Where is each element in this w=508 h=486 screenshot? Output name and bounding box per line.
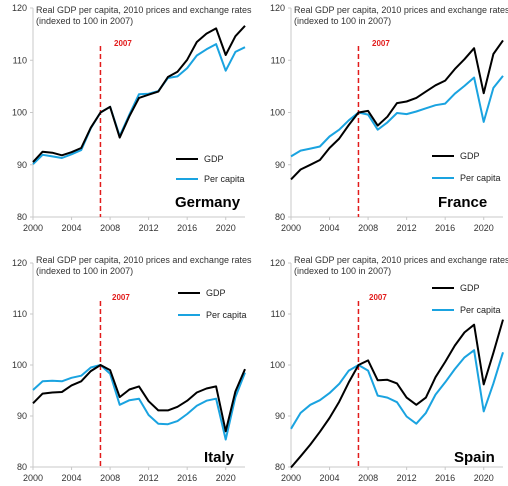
chart-annotation-line-1: Real GDP per capita, 2010 prices and exc… [294, 5, 508, 15]
y-tick-label: 110 [13, 309, 27, 319]
series-line-gdp [32, 364, 246, 433]
x-tick-label: 2000 [23, 223, 43, 233]
country-label: Germany [175, 194, 241, 211]
chart-annotation-line-1: Real GDP per capita, 2010 prices and exc… [294, 255, 508, 265]
chart-panel-spain: 80 90 100 110 120 2000 2004 2008 2012 2016 2020 Re… [254, 243, 508, 486]
legend-label-gdp: GDP [204, 154, 224, 164]
y-tick-label: 80 [17, 462, 27, 472]
legend-label-per-capita: Per capita [206, 310, 247, 320]
x-tick-label: 2016 [177, 473, 197, 483]
series-line-per-capita [290, 75, 504, 158]
y-tick-label: 90 [17, 411, 27, 421]
chart-annotation-line-2: (indexed to 100 in 2007) [294, 16, 392, 26]
x-tick-label: 2008 [358, 223, 378, 233]
chart-panel-germany: 80 90 100 110 120 2000 2004 2008 2012 2016 2020 Re… [0, 0, 254, 243]
series-line-gdp [290, 39, 504, 181]
y-tick-label: 120 [270, 3, 285, 13]
x-tick-label: 2008 [358, 473, 378, 483]
x-tick-label: 2000 [23, 473, 43, 483]
y-tick-label: 110 [271, 309, 285, 319]
y-tick-label: 100 [12, 108, 27, 118]
y-tick-label: 120 [12, 258, 27, 268]
x-tick-label: 2000 [281, 223, 301, 233]
x-tick-label: 2008 [100, 223, 120, 233]
marker-2007-label: 2007 [369, 293, 387, 302]
x-tick-label: 2004 [62, 473, 82, 483]
y-tick-label: 120 [12, 3, 27, 13]
chart-svg-spain: 80 90 100 110 120 2000 2004 2008 2012 2016 2020 [270, 258, 504, 483]
legend-label-gdp: GDP [460, 151, 480, 161]
legend-label-gdp: GDP [460, 283, 480, 293]
y-tick-label: 110 [271, 55, 285, 65]
y-tick-label: 80 [17, 212, 27, 222]
series-line-per-capita [32, 43, 246, 165]
x-tick-label: 2004 [320, 473, 340, 483]
y-tick-label: 100 [12, 360, 27, 370]
y-tick-label: 80 [275, 212, 285, 222]
y-tick-label: 120 [270, 258, 285, 268]
marker-2007-label: 2007 [114, 39, 132, 48]
x-tick-label: 2012 [139, 223, 159, 233]
chart-annotation-line-2: (indexed to 100 in 2007) [36, 266, 134, 276]
series-line-per-capita [32, 364, 246, 441]
y-tick-label: 80 [275, 462, 285, 472]
legend-label-per-capita: Per capita [460, 173, 501, 183]
x-tick-label: 2000 [281, 473, 301, 483]
y-tick-label: 110 [13, 55, 27, 65]
series-line-gdp [32, 25, 246, 163]
x-tick-label: 2012 [397, 473, 417, 483]
x-tick-label: 2016 [435, 223, 455, 233]
chart-annotation-line-2: (indexed to 100 in 2007) [294, 266, 392, 276]
marker-2007-label: 2007 [112, 293, 130, 302]
legend-label-per-capita: Per capita [204, 174, 245, 184]
x-tick-label: 2016 [435, 473, 455, 483]
chart-svg-italy: 80 90 100 110 120 2000 2004 2008 2012 2016 2020 [12, 258, 246, 483]
chart-annotation-line-2: (indexed to 100 in 2007) [36, 16, 134, 26]
x-tick-label: 2020 [474, 223, 494, 233]
x-tick-label: 2004 [62, 223, 82, 233]
x-tick-label: 2012 [139, 473, 159, 483]
country-label: Italy [204, 449, 235, 466]
country-label: France [438, 194, 488, 211]
chart-annotation-line-1: Real GDP per capita, 2010 prices and exc… [36, 255, 252, 265]
y-tick-label: 90 [275, 160, 285, 170]
country-label: Spain [454, 449, 495, 466]
chart-panel-france: 80 90 100 110 120 2000 2004 2008 2012 2016 2020 Re… [254, 0, 508, 243]
y-tick-label: 90 [17, 160, 27, 170]
x-tick-label: 2020 [216, 473, 236, 483]
y-tick-label: 90 [275, 411, 285, 421]
chart-svg-germany: 80 90 100 110 120 2000 2004 2008 2012 2016 2020 [12, 3, 246, 233]
x-tick-label: 2012 [397, 223, 417, 233]
x-tick-label: 2004 [320, 223, 340, 233]
marker-2007-label: 2007 [372, 39, 390, 48]
x-tick-label: 2008 [100, 473, 120, 483]
series-line-gdp [290, 319, 504, 469]
chart-svg-france: 80 90 100 110 120 2000 2004 2008 2012 2016 2020 [270, 3, 504, 233]
series-line-per-capita [290, 349, 504, 430]
x-tick-label: 2020 [216, 223, 236, 233]
y-tick-label: 100 [270, 360, 285, 370]
legend-label-per-capita: Per capita [460, 305, 501, 315]
chart-panel-italy: 80 90 100 110 120 2000 2004 2008 2012 2016 2020 Re… [0, 243, 254, 486]
x-tick-label: 2020 [474, 473, 494, 483]
y-tick-label: 100 [270, 108, 285, 118]
legend-label-gdp: GDP [206, 288, 226, 298]
chart-annotation-line-1: Real GDP per capita, 2010 prices and exc… [36, 5, 252, 15]
x-tick-label: 2016 [177, 223, 197, 233]
